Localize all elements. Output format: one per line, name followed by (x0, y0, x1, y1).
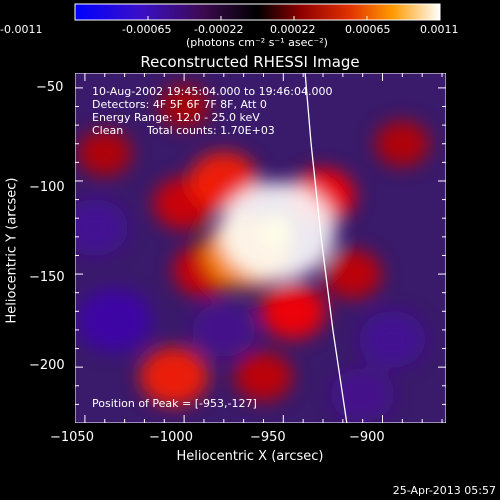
y-tick-label: −200 (29, 358, 65, 373)
footer-date: 25-Apr-2013 05:57 (392, 484, 496, 497)
annotation-time-range: 10-Aug-2002 19:45:04.000 to 19:46:04.000 (92, 85, 333, 98)
colorbar-gradient (74, 3, 441, 21)
x-tick-label: −1050 (50, 430, 94, 445)
x-tick-label: −1000 (149, 430, 193, 445)
annotation-energy-range: Energy Range: 12.0 - 25.0 keV (92, 111, 260, 124)
heatmap-source (359, 310, 426, 368)
colorbar-tick-5: 0.00065 (345, 23, 391, 36)
axis-ticks (75, 73, 446, 423)
colorbar-tick-1: -0.0011 (0, 23, 43, 36)
heatmap-source (192, 303, 256, 357)
heatmap-source (375, 120, 430, 167)
chart-title: Reconstructed RHESSI Image (140, 53, 360, 71)
y-tick-label: −50 (36, 80, 64, 95)
colorbar-tick-4: 0.00022 (270, 23, 316, 36)
colorbar-tick-6: 0.0011 (420, 23, 459, 36)
heatmap-peak-core (263, 213, 292, 250)
heatmap-source (260, 283, 326, 339)
colorbar-unit-label: (photons cm⁻² s⁻¹ asec⁻²) (186, 36, 328, 49)
x-axis-label: Heliocentric X (arcsec) (176, 449, 324, 464)
heatmap-source (234, 351, 293, 402)
plot-svg: 10-Aug-2002 19:45:04.000 to 19:46:04.000… (75, 73, 446, 423)
heatmap-source (323, 249, 382, 299)
plot-area: 10-Aug-2002 19:45:04.000 to 19:46:04.000… (75, 73, 446, 423)
colorbar-tick-3: -0.00022 (194, 23, 244, 36)
heatmap-source (77, 130, 132, 177)
annotation-detectors: Detectors: 4F 5F 6F 7F 8F, Att 0 (92, 98, 267, 111)
colorbar (74, 3, 441, 21)
solar-limb-curve (304, 73, 348, 423)
x-tick-label: −900 (349, 430, 385, 445)
x-tick-label: −950 (250, 430, 286, 445)
heatmap-source (158, 85, 210, 128)
annotation-peak-position: Position of Peak = [-953,-127] (92, 397, 257, 410)
annotation-method: Clean (92, 124, 123, 137)
annotation-total-counts: Total counts: 1.70E+03 (146, 124, 275, 137)
heatmap-source (331, 368, 395, 422)
colorbar-ticks (74, 16, 441, 20)
y-tick-label: −150 (29, 270, 65, 285)
y-tick-label: −100 (29, 180, 65, 195)
heatmap-sources (75, 85, 430, 422)
colorbar-tick-2: -0.00065 (122, 23, 172, 36)
y-axis-label: Heliocentric Y (arcsec) (4, 177, 20, 324)
heatmap-source (76, 288, 153, 353)
heatmap-source (139, 347, 209, 406)
heatmap-source (75, 199, 129, 256)
